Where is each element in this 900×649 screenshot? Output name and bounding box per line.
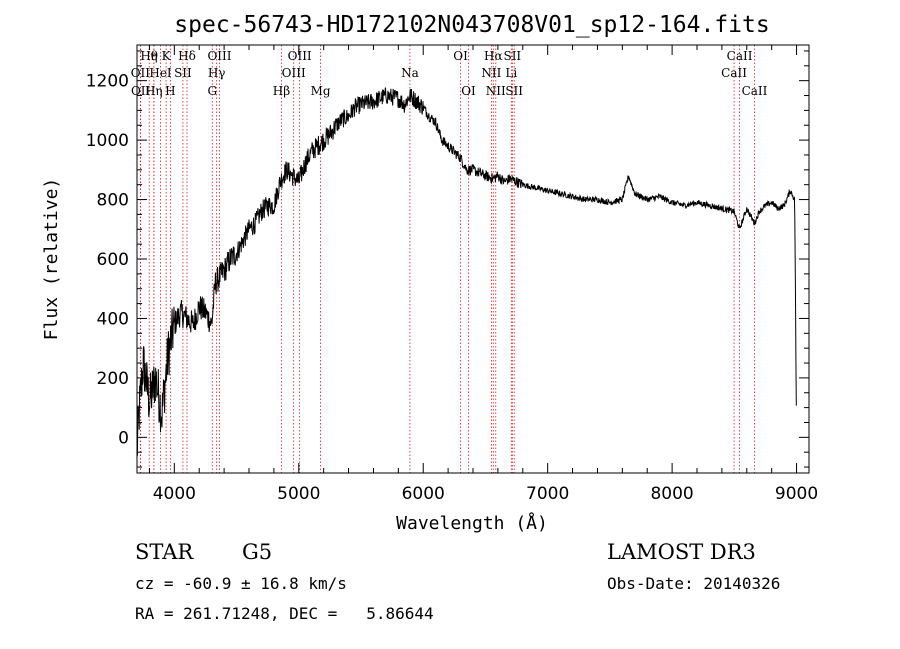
line-marker-label: CaII xyxy=(742,84,768,98)
line-marker-label: NII xyxy=(486,84,506,98)
obs-date: Obs-Date: 20140326 xyxy=(607,574,780,593)
line-marker-label: Mg xyxy=(311,84,331,98)
x-tick-label: 7000 xyxy=(526,484,569,504)
x-tick-label: 8000 xyxy=(650,484,693,504)
x-tick-label: 5000 xyxy=(277,484,320,504)
line-marker-label: Hα xyxy=(484,49,503,63)
line-marker-label: OI xyxy=(461,84,476,98)
line-marker-label: CaII xyxy=(721,66,747,80)
line-marker-label: η xyxy=(150,49,157,63)
y-tick-label: 800 xyxy=(97,191,129,211)
coordinates: RA = 261.71248, DEC = 5.86644 xyxy=(135,604,434,623)
line-marker-label: Hβ xyxy=(273,84,290,98)
line-marker-label: Hη xyxy=(145,84,163,98)
line-marker-label: Hδ xyxy=(178,49,196,63)
y-axis-ticks: 0 200 400 600 800 1000 1200 xyxy=(86,50,809,468)
line-marker-label: OII xyxy=(131,84,151,98)
redshift-cz: cz = -60.9 ± 16.8 km/s xyxy=(135,574,347,593)
line-marker-label: SII xyxy=(505,84,523,98)
chart-title: spec-56743-HD172102N043708V01_sp12-164.f… xyxy=(174,12,769,38)
line-marker-label: Na xyxy=(401,66,419,80)
survey-label: LAMOST DR3 xyxy=(607,540,756,564)
object-type: STAR xyxy=(135,540,194,564)
line-marker-label: G xyxy=(207,84,217,98)
line-marker-label: OIII xyxy=(288,49,312,63)
x-tick-label: 9000 xyxy=(775,484,818,504)
line-marker-label: Hγ xyxy=(208,66,226,80)
y-axis-label: Flux (relative) xyxy=(41,178,62,341)
line-marker-label: K xyxy=(162,49,172,63)
y-tick-label: 0 xyxy=(118,428,129,448)
spectrum-line xyxy=(136,87,797,456)
line-marker-label: OIII xyxy=(207,49,231,63)
y-tick-label: 600 xyxy=(97,250,129,270)
y-tick-label: 400 xyxy=(97,309,129,329)
subclass: G5 xyxy=(242,540,272,564)
line-marker-label: Li xyxy=(505,66,517,80)
line-marker-label: Hθ xyxy=(140,49,158,63)
line-marker-label: OII xyxy=(131,66,151,80)
line-marker-label: OIII xyxy=(282,66,306,80)
line-markers xyxy=(139,45,755,473)
line-marker-labels: Hθ OII OII η HeI K Hη SII H Hδ OIII Hγ G OIII OIII Hβ Mg… xyxy=(131,49,768,98)
x-axis-label: Wavelength (Å) xyxy=(396,512,548,534)
y-tick-label: 1000 xyxy=(86,131,129,151)
line-marker-label: NII xyxy=(481,66,501,80)
line-marker-label: H xyxy=(165,84,175,98)
plot-frame xyxy=(136,44,810,474)
x-tick-label: 6000 xyxy=(402,484,445,504)
y-tick-label: 1200 xyxy=(86,72,129,92)
line-marker-label: CaII xyxy=(727,49,753,63)
line-marker-label: OI xyxy=(453,49,468,63)
line-marker-label: HeI xyxy=(149,66,172,80)
line-marker-label: SII xyxy=(174,66,192,80)
x-axis-ticks: 4000 5000 6000 7000 8000 9000 xyxy=(148,45,818,504)
line-marker-label: SII xyxy=(503,49,521,63)
x-tick-label: 4000 xyxy=(153,484,196,504)
y-tick-label: 200 xyxy=(97,369,129,389)
